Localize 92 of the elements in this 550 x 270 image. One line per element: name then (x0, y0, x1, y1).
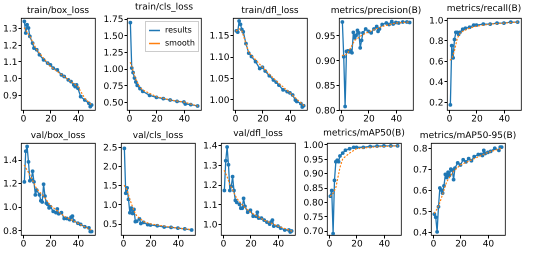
x-tick-label: 20 (45, 114, 57, 124)
chart-title: val/box_loss (30, 131, 86, 141)
chart-title: metrics/recall(B) (446, 4, 522, 14)
x-tick-label: 20 (471, 114, 483, 124)
x-tick-label: 40 (72, 114, 84, 124)
x-tick-label: 20 (151, 114, 163, 124)
y-tick-label: 0.95 (303, 155, 324, 166)
x-tick-label: 0 (446, 114, 453, 124)
y-tick-label: 1.3 (203, 161, 218, 172)
y-tick-label: 1.1 (203, 200, 218, 211)
y-tick-label: 0.8 (429, 36, 444, 47)
y-tick-label: 1.10 (209, 53, 230, 64)
chart-title: metrics/mAP50-95(B) (420, 131, 516, 141)
y-tick-label: 0.5 (103, 220, 118, 230)
y-tick-label: 1.05 (209, 74, 230, 84)
x-tick-label: 0 (126, 114, 133, 124)
y-tick-label: 1.75 (103, 15, 124, 26)
legend-label: results (165, 26, 192, 34)
y-tick-label: 0.85 (315, 82, 336, 92)
x-tick-label: 20 (455, 240, 467, 250)
y-tick-label: 1.2 (203, 181, 218, 192)
y-tick-label: 1.0 (3, 203, 18, 214)
y-tick-label: 0.85 (303, 184, 324, 194)
y-tick-label: 0.90 (315, 56, 336, 67)
x-tick-label: 0 (20, 114, 27, 124)
y-tick-label: 1.4 (203, 141, 218, 152)
y-tick-label: 0.7 (413, 166, 428, 176)
chart-title: train/dfl_loss (241, 6, 299, 16)
chart-title: metrics/mAP50(B) (323, 128, 405, 138)
y-tick-label: 0.80 (303, 198, 324, 208)
chart-title: train/cls_loss (134, 2, 194, 13)
y-tick-label: 1.5 (103, 182, 118, 192)
x-tick-label: 40 (178, 114, 190, 124)
y-tick-label: 1.50 (103, 32, 124, 42)
y-tick-label: 0.75 (303, 212, 324, 223)
x-tick-label: 40 (272, 240, 284, 250)
y-tick-label: 0.8 (413, 144, 428, 155)
y-tick-label: 1.25 (103, 48, 124, 58)
x-tick-label: 20 (363, 114, 375, 124)
x-tick-label: 40 (378, 240, 390, 250)
y-tick-label: 1.00 (209, 96, 230, 106)
x-tick-label: 40 (72, 240, 84, 250)
x-tick-label: 20 (257, 114, 269, 124)
y-tick-label: 0.8 (3, 226, 18, 237)
y-tick-label: 0.75 (103, 82, 124, 92)
y-tick-label: 1.1 (3, 58, 18, 68)
y-tick-label: 1.00 (303, 140, 324, 151)
y-tick-label: 0.50 (103, 98, 124, 108)
y-tick-label: 0.2 (429, 98, 444, 108)
y-tick-label: 1.0 (203, 220, 218, 231)
y-tick-label: 0.5 (413, 207, 428, 218)
y-tick-label: 0.9 (3, 91, 18, 102)
y-tick-label: 1.15 (209, 32, 230, 42)
y-tick-label: 2.0 (103, 162, 118, 172)
chart-title: val/dfl_loss (233, 128, 284, 139)
x-tick-label: 20 (145, 240, 157, 250)
y-tick-label: 1.0 (3, 74, 18, 85)
y-tick-label: 0.4 (413, 228, 428, 238)
y-tick-label: 0.6 (413, 186, 428, 197)
x-tick-label: 20 (351, 240, 363, 250)
y-tick-label: 1.2 (3, 41, 18, 52)
x-tick-label: 40 (172, 240, 184, 250)
x-tick-label: 0 (430, 240, 437, 250)
legend-label: smooth (165, 38, 195, 48)
chart-title: train/box_loss (26, 6, 90, 16)
x-tick-label: 20 (45, 240, 57, 250)
y-tick-label: 1.00 (103, 65, 124, 76)
chart-title: metrics/precision(B) (330, 6, 422, 16)
y-tick-label: 1.0 (429, 16, 444, 27)
x-tick-label: 0 (120, 240, 127, 250)
x-tick-label: 0 (338, 114, 345, 124)
y-tick-label: 0.4 (429, 78, 444, 88)
x-tick-label: 0 (220, 240, 227, 250)
y-tick-label: 1.4 (3, 156, 18, 166)
y-tick-label: 1.0 (103, 200, 118, 211)
y-tick-label: 2.5 (103, 143, 118, 154)
y-tick-label: 1.3 (3, 24, 18, 35)
x-tick-label: 40 (498, 114, 510, 124)
x-tick-label: 0 (20, 240, 27, 250)
x-tick-label: 0 (232, 114, 239, 124)
y-tick-label: 0.80 (315, 106, 336, 116)
x-tick-label: 40 (284, 114, 296, 124)
y-tick-label: 0.6 (429, 57, 444, 68)
y-tick-label: 0.90 (303, 170, 324, 180)
y-tick-label: 1.2 (3, 180, 18, 190)
y-tick-label: 0.70 (303, 227, 324, 238)
chart-title: val/cls_loss (132, 130, 184, 141)
x-tick-label: 20 (245, 240, 257, 250)
x-tick-label: 40 (390, 114, 402, 124)
x-tick-label: 0 (326, 240, 333, 250)
x-tick-label: 40 (482, 240, 494, 250)
y-tick-label: 0.95 (315, 32, 336, 42)
